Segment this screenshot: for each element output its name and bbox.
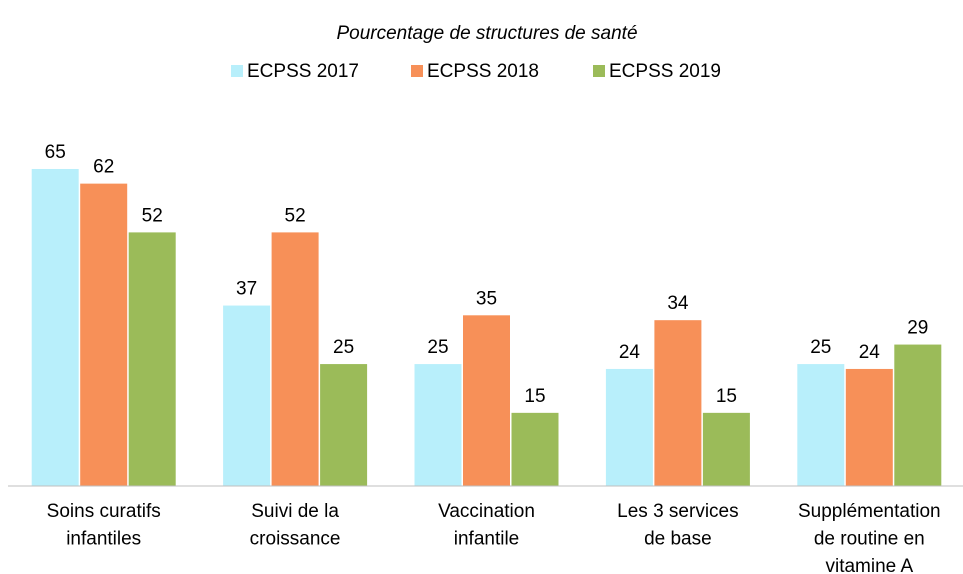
value-label: 24	[859, 342, 881, 363]
bar	[414, 364, 462, 486]
value-label: 24	[619, 342, 641, 363]
x-tick-label: Soins curatifs infantiles	[47, 501, 161, 550]
legend-swatch	[411, 65, 423, 77]
chart-title: Pourcentage de structures de santé	[336, 23, 637, 44]
bar	[223, 305, 271, 486]
value-label: 52	[285, 205, 306, 226]
bar	[271, 232, 319, 486]
bar	[894, 344, 942, 486]
x-tick-label: Suivi de la croissance	[250, 501, 341, 550]
value-label: 35	[476, 288, 497, 309]
bar	[128, 232, 176, 486]
value-label: 37	[236, 279, 257, 300]
bar	[605, 368, 653, 486]
bar	[511, 412, 559, 486]
legend-swatch	[231, 65, 243, 77]
legend-label: ECPSS 2017	[247, 61, 359, 82]
bar	[31, 168, 79, 486]
bar	[654, 320, 702, 486]
legend-label: ECPSS 2019	[609, 61, 721, 82]
value-label: 34	[667, 293, 689, 314]
value-label: 29	[907, 318, 928, 339]
value-label: 25	[810, 337, 831, 358]
value-label: 52	[142, 205, 163, 226]
bar	[463, 315, 510, 486]
legend-label: ECPSS 2018	[427, 61, 539, 82]
x-tick-label: Vaccination infantile	[438, 501, 535, 550]
value-label: 25	[427, 337, 448, 358]
bar	[80, 183, 128, 486]
bar	[702, 412, 750, 486]
bar	[797, 364, 845, 486]
value-label: 65	[45, 142, 66, 163]
x-tick-label: Les 3 services de base	[617, 501, 738, 550]
value-label: 62	[93, 157, 114, 178]
legend-swatch	[593, 65, 605, 77]
bar	[845, 368, 893, 486]
x-tick-label: Supplémentation de routine en vitamine A	[798, 501, 941, 574]
value-label: 15	[524, 386, 545, 407]
value-label: 25	[333, 337, 354, 358]
bar	[320, 364, 368, 486]
value-label: 15	[716, 386, 737, 407]
